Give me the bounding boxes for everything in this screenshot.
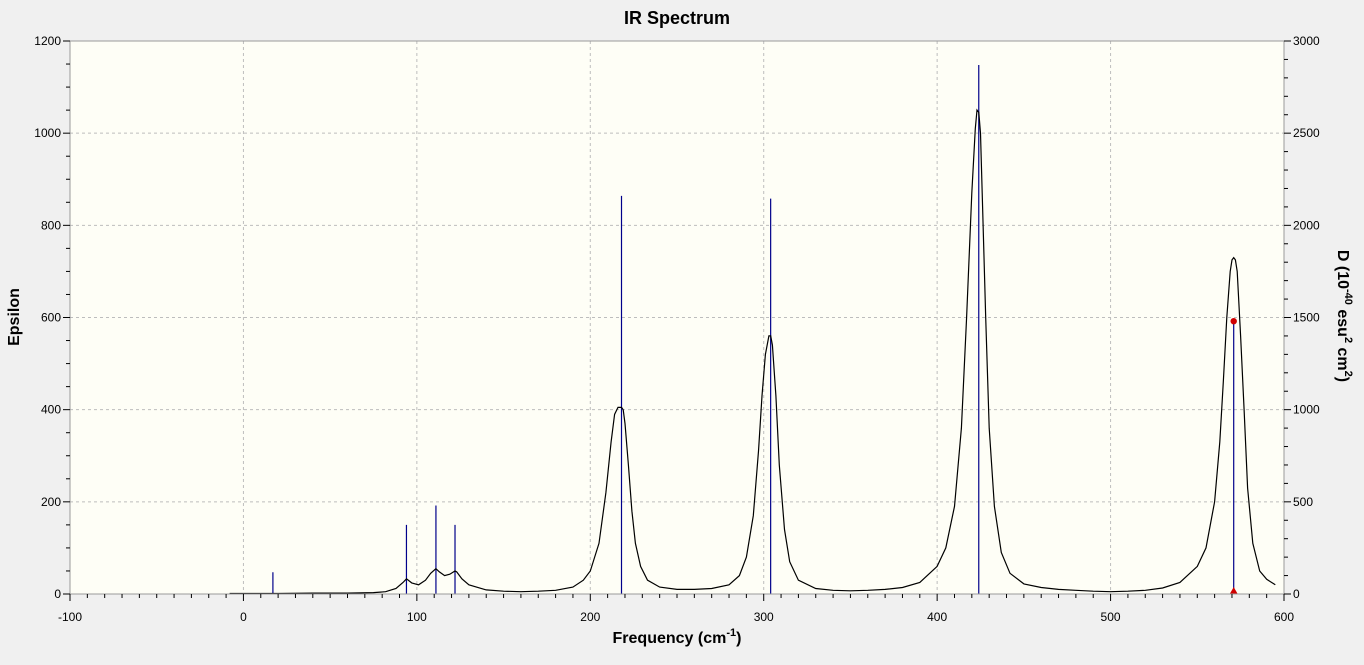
- y2-tick-label: 500: [1293, 495, 1313, 509]
- y2-title-part-5: cm: [1334, 343, 1351, 371]
- y2-tick-label: 2500: [1293, 126, 1320, 140]
- cursor-markers: [1229, 317, 1238, 594]
- x-tick-label: -100: [58, 610, 82, 624]
- baseline-marker: [1229, 587, 1238, 594]
- y-axis-title: Epsilon: [6, 288, 23, 346]
- y2-tick-label: 1500: [1293, 311, 1320, 325]
- x-tick-label: 400: [927, 610, 947, 624]
- x-tick-label: 100: [407, 610, 427, 624]
- y2-title-part-6: 2: [1342, 371, 1354, 377]
- y2-title-part-4: 2: [1342, 337, 1354, 343]
- x-axis-title: Frequency (cm-1): [613, 627, 742, 647]
- stick-spectrum: [272, 64, 1235, 594]
- curve-marker: [1230, 317, 1237, 325]
- chart-title: IR Spectrum: [624, 8, 730, 28]
- x-tick-label: 500: [1101, 610, 1121, 624]
- y2-tick-label: 0: [1293, 587, 1300, 601]
- axes: -100 0 100 200 300 400 500 600 0 200 400 600 800 1000…: [34, 34, 1320, 624]
- y2-tick-label: 1000: [1293, 403, 1320, 417]
- grid-lines: [70, 41, 1284, 594]
- x-tick-label: 0: [240, 610, 247, 624]
- y2-tick-label: 3000: [1293, 34, 1320, 48]
- y-tick-label: 400: [41, 403, 61, 417]
- x-tick-label: 600: [1274, 610, 1294, 624]
- y-tick-label: 0: [54, 587, 61, 601]
- y2-title-part-3: esu: [1334, 305, 1351, 337]
- epsilon-curve: [229, 108, 1276, 595]
- y-tick-label: 800: [41, 218, 61, 232]
- x-axis-title-close: ): [736, 630, 741, 647]
- x-axis-title-sup: -1: [726, 627, 736, 639]
- x-tick-label: 200: [580, 610, 600, 624]
- y-tick-label: 1200: [34, 34, 61, 48]
- y2-tick-label: 2000: [1293, 218, 1320, 232]
- x-axis-title-base: Frequency (cm: [613, 630, 727, 647]
- y2-axis-title: D (10-40 esu2 cm2): [1334, 250, 1354, 382]
- y2-title-part-7: ): [1334, 377, 1351, 382]
- y2-title-part-2: -40: [1342, 289, 1354, 305]
- y2-title-part-1: D (10: [1334, 250, 1351, 289]
- y-tick-label: 1000: [34, 126, 61, 140]
- x-tick-label: 300: [754, 610, 774, 624]
- y-tick-label: 200: [41, 495, 61, 509]
- y-tick-label: 600: [41, 311, 61, 325]
